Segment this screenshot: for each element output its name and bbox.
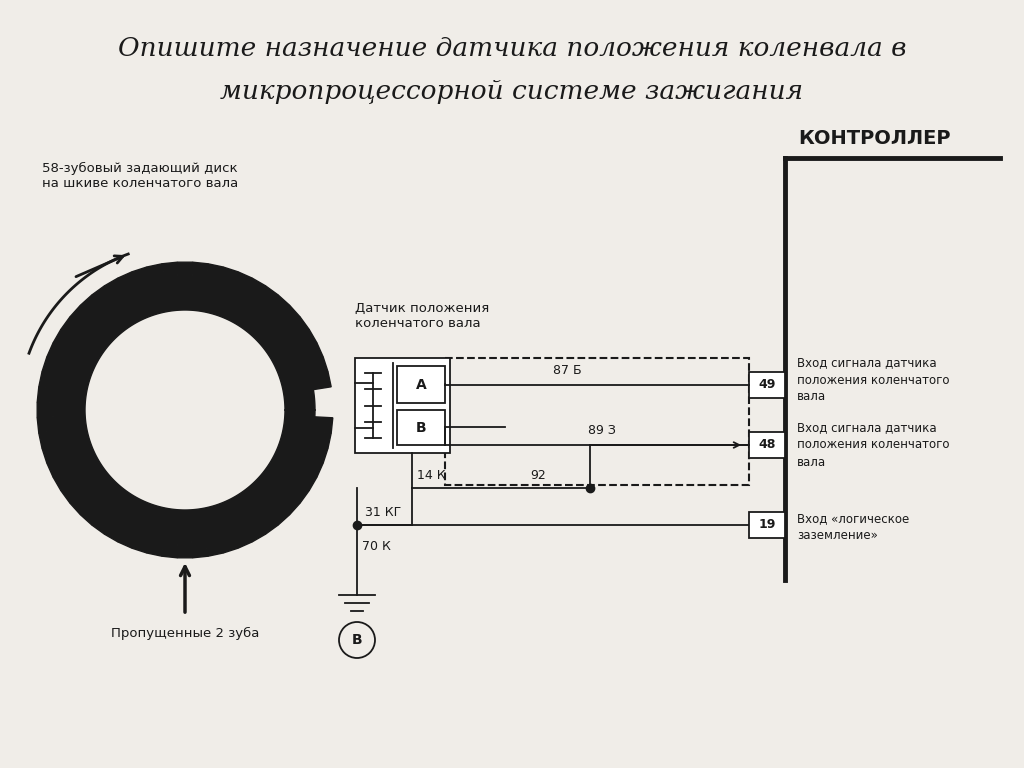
Polygon shape (47, 457, 70, 477)
Polygon shape (219, 267, 238, 289)
Polygon shape (301, 343, 324, 363)
Polygon shape (306, 444, 328, 463)
Polygon shape (146, 264, 165, 284)
Polygon shape (286, 317, 309, 339)
Text: В: В (351, 633, 362, 647)
Polygon shape (118, 526, 138, 548)
Text: 92: 92 (530, 469, 546, 482)
Polygon shape (294, 329, 316, 351)
Polygon shape (42, 444, 63, 463)
Polygon shape (276, 492, 300, 515)
Polygon shape (219, 531, 238, 553)
Polygon shape (118, 272, 138, 294)
Polygon shape (42, 357, 63, 376)
Text: 87 Б: 87 Б (553, 364, 582, 377)
Polygon shape (162, 538, 178, 558)
Polygon shape (313, 417, 333, 433)
Polygon shape (104, 278, 126, 301)
Polygon shape (310, 430, 331, 449)
Polygon shape (276, 306, 300, 328)
Text: Опишите назначение датчика положения коленвала в: Опишите назначение датчика положения кол… (118, 35, 906, 61)
Text: 49: 49 (759, 379, 776, 392)
Text: А: А (416, 378, 426, 392)
Text: 70 К: 70 К (362, 540, 391, 553)
Polygon shape (177, 540, 193, 558)
Polygon shape (132, 531, 152, 553)
Text: Вход «логическое
заземление»: Вход «логическое заземление» (797, 512, 909, 542)
Polygon shape (256, 286, 279, 309)
Text: микропроцессорной системе зажигания: микропроцессорной системе зажигания (220, 80, 804, 104)
Polygon shape (301, 457, 324, 477)
Text: 58-зубовый задающий диск
на шкиве коленчатого вала: 58-зубовый задающий диск на шкиве коленч… (42, 162, 239, 190)
Polygon shape (231, 526, 252, 548)
Text: 89 З: 89 З (588, 424, 616, 437)
Polygon shape (162, 262, 178, 282)
Polygon shape (92, 511, 114, 534)
Polygon shape (286, 481, 309, 503)
Polygon shape (39, 372, 59, 389)
Polygon shape (267, 295, 290, 318)
Text: Вход сигнала датчика
положения коленчатого
вала: Вход сигнала датчика положения коленчато… (797, 356, 949, 403)
Polygon shape (53, 469, 76, 491)
Polygon shape (37, 387, 56, 403)
Bar (445, 358, 749, 485)
Text: Пропущенные 2 зуба: Пропущенные 2 зуба (111, 627, 259, 640)
Polygon shape (191, 538, 208, 558)
Text: КОНТРОЛЛЕР: КОНТРОЛЛЕР (799, 128, 951, 147)
Polygon shape (310, 372, 331, 389)
Polygon shape (92, 286, 114, 309)
Bar (749, 432, 785, 458)
Polygon shape (244, 278, 265, 301)
Bar (397, 366, 445, 403)
Text: 19: 19 (759, 518, 776, 531)
Polygon shape (47, 343, 70, 363)
Polygon shape (294, 469, 316, 491)
Polygon shape (39, 430, 59, 449)
Bar (749, 372, 785, 398)
Polygon shape (146, 535, 165, 556)
Bar (397, 410, 445, 445)
Polygon shape (267, 502, 290, 525)
Text: Вход сигнала датчика
положения коленчатого
вала: Вход сигнала датчика положения коленчато… (797, 422, 949, 468)
Polygon shape (60, 481, 84, 503)
Polygon shape (81, 502, 103, 525)
Polygon shape (206, 535, 223, 556)
Text: Датчик положения
коленчатого вала: Датчик положения коленчатого вала (355, 302, 489, 330)
Polygon shape (70, 306, 93, 328)
Bar (749, 512, 785, 538)
Text: В: В (416, 421, 426, 435)
Text: 48: 48 (759, 439, 776, 452)
Polygon shape (37, 402, 55, 418)
Text: 31 КГ: 31 КГ (365, 506, 401, 519)
Polygon shape (53, 329, 76, 351)
Polygon shape (60, 317, 84, 339)
Polygon shape (191, 262, 208, 282)
Polygon shape (231, 272, 252, 294)
Polygon shape (132, 267, 152, 289)
Polygon shape (104, 519, 126, 542)
Polygon shape (55, 280, 315, 540)
Polygon shape (256, 511, 279, 534)
Text: 14 К: 14 К (417, 469, 445, 482)
Polygon shape (37, 417, 56, 433)
Polygon shape (81, 295, 103, 318)
Polygon shape (206, 264, 223, 284)
Polygon shape (306, 357, 328, 376)
Bar (355, 358, 450, 453)
Polygon shape (177, 262, 193, 280)
Polygon shape (244, 519, 265, 542)
Polygon shape (70, 492, 93, 515)
